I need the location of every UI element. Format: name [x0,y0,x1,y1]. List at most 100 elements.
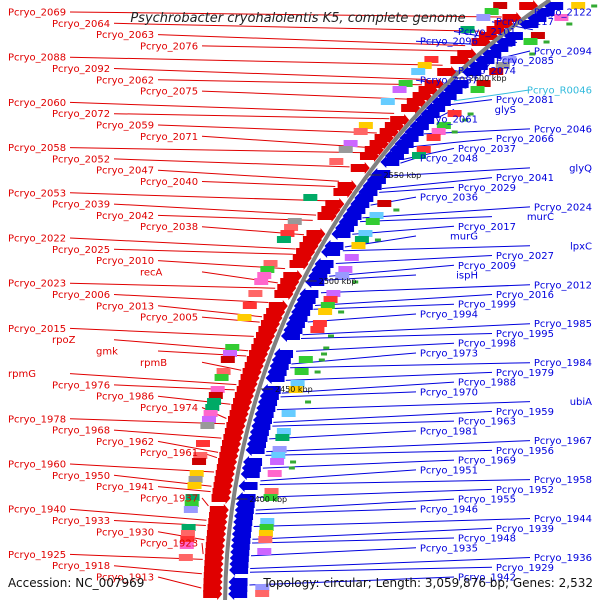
feature-block [260,518,275,525]
feature-block [258,536,273,543]
leader-line [273,410,493,423]
feature-tracks [178,0,598,600]
leader-line [69,373,237,386]
feature-block [270,458,285,465]
feature-block [338,146,353,153]
leader-line [390,167,531,177]
feature-block [351,242,366,249]
leader-line [113,113,390,120]
gene-label: Pcryo_1962 [96,437,154,448]
gene-label: Pcryo_2023 [8,279,66,290]
forward-gene-arrow [450,54,470,66]
leader-line [113,68,428,80]
reverse-gene-arrow [280,330,300,342]
reverse-gene-arrow [245,444,265,456]
gene-label: Pcryo_1940 [8,505,66,516]
gene-label: murC [527,212,554,223]
gene-label: Pcryo_1925 [8,550,66,561]
feature-block [223,350,238,357]
leader-line [201,45,459,52]
feature-block [502,56,517,63]
feature-block [280,230,295,237]
gene-label: Pcryo_1968 [52,426,110,437]
reverse-gene-arrow [238,480,258,492]
feature-block [201,416,216,423]
feature-block [288,386,303,393]
gene-label: Pcryo_1984 [534,358,592,369]
reverse-gene-arrow [462,66,482,78]
feature-tick [451,130,458,134]
gene-label: Pcryo_1936 [534,553,592,564]
gene-label: Pcryo_1937 [140,493,198,504]
gene-label: Pcryo_2022 [8,234,66,245]
gene-label: Pcryo_1999 [458,300,516,311]
leader-line [450,99,493,106]
feature-block [298,356,313,363]
reverse-gene-arrow [265,372,285,384]
feature-block [411,152,426,159]
gene-label: recA [140,267,163,278]
feature-tick [327,334,334,338]
leader-line [201,181,336,187]
feature-block [523,38,538,45]
feature-block [320,302,335,309]
leader-line [69,237,296,250]
leader-line [157,214,313,221]
leader-line [315,294,493,306]
forward-gene-arrow [350,162,370,174]
feature-block [398,80,413,87]
forward-gene-arrow [317,210,337,222]
feature-block [237,314,252,321]
feature-block [470,86,485,93]
feature-block [312,320,327,327]
leader-line [285,371,493,381]
gene-label: Pcryo_2081 [496,95,554,106]
leader-line [69,282,276,289]
gene-label: Pcryo_2006 [52,290,110,301]
gene-label: Pcryo_2048 [420,154,478,165]
feature-block [436,122,451,129]
feature-block [276,428,291,435]
gene-label: ispH [456,271,478,282]
gene-label: Pcryo_1970 [420,387,478,398]
gene-label: Pcryo_1944 [534,514,592,525]
leader-line [320,284,531,294]
feature-block [259,524,274,531]
reverse-gene-arrow [331,228,351,240]
gene-label: Pcryo_2088 [8,53,66,64]
feature-block [426,134,441,141]
gene-label: Pcryo_1950 [52,471,110,482]
feature-tick [566,22,573,26]
feature-block [183,506,198,513]
leader-line [327,274,417,281]
gene-label: Pcryo_2075 [140,87,198,98]
gene-label: Pcryo_1994 [420,309,478,320]
feature-block [260,266,275,273]
leader-line [259,479,531,486]
gene-label: Pcryo_2066 [496,134,554,145]
gene-label: Pcryo_2012 [534,280,592,291]
gene-label: Pcryo_1929 [496,563,554,574]
gene-label: Pcryo_2017 [458,222,516,233]
leader-line [157,576,202,589]
feature-block [530,32,545,39]
leader-line [69,327,254,337]
gene-label: Pcryo_2047 [96,166,154,177]
leader-line [453,89,531,102]
map-title: Psychrobacter cryohalolentis K5, complet… [130,11,465,26]
feature-block [179,542,194,549]
leader-line [201,361,242,371]
gene-label: Pcryo_2039 [52,200,110,211]
feature-block [178,554,193,561]
leader-line [157,486,211,493]
feature-tick [314,370,321,374]
feature-block [193,452,208,459]
leader-line [252,527,493,540]
leader-line [362,206,531,219]
feature-block [189,470,204,477]
leader-line [290,362,531,369]
leader-line [69,192,326,202]
feature-block [411,68,426,75]
feature-block [424,56,439,63]
leader-line [313,303,455,310]
